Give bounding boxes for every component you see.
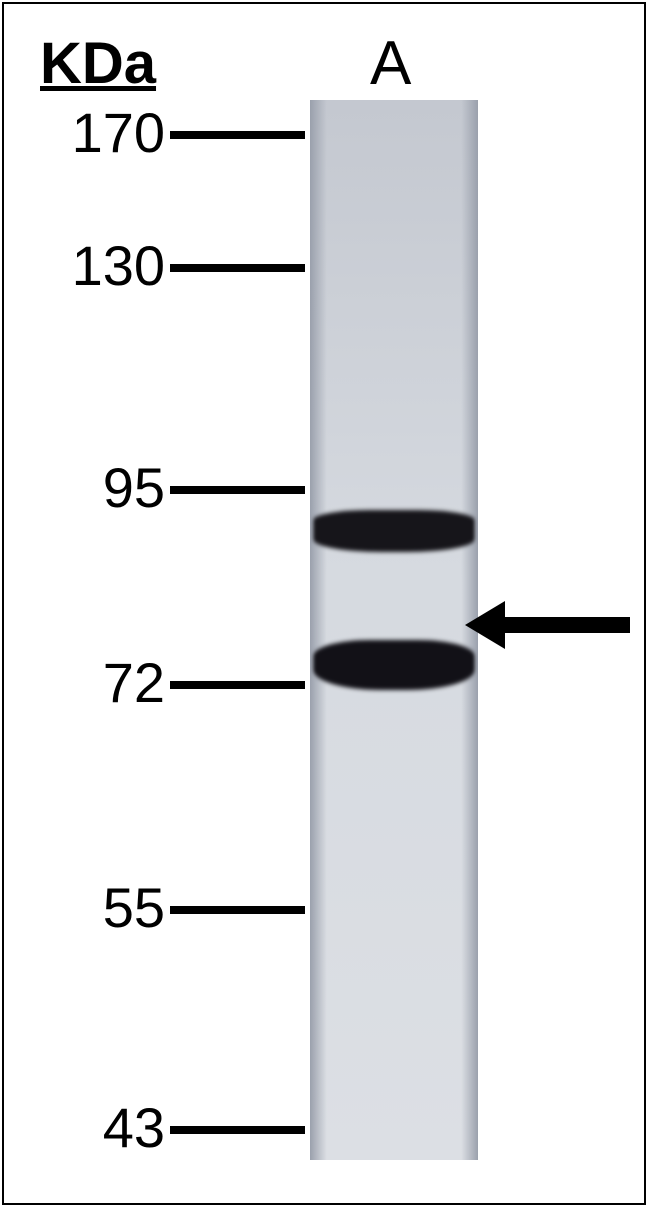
mw-label-170: 170: [0, 100, 165, 165]
mw-tick-130: [170, 264, 305, 272]
mw-tick-55: [170, 906, 305, 914]
arrow-head-icon: [465, 601, 505, 649]
mw-label-95: 95: [0, 455, 165, 520]
mw-tick-72: [170, 681, 305, 689]
western-blot-figure: KDa A 17013095725543: [0, 0, 650, 1209]
mw-tick-43: [170, 1126, 305, 1134]
mw-label-43: 43: [0, 1095, 165, 1160]
mw-label-72: 72: [0, 650, 165, 715]
target-arrow: [0, 0, 650, 1209]
mw-label-130: 130: [0, 233, 165, 298]
mw-tick-170: [170, 131, 305, 139]
arrow-shaft: [505, 617, 630, 633]
mw-label-55: 55: [0, 875, 165, 940]
mw-tick-95: [170, 486, 305, 494]
